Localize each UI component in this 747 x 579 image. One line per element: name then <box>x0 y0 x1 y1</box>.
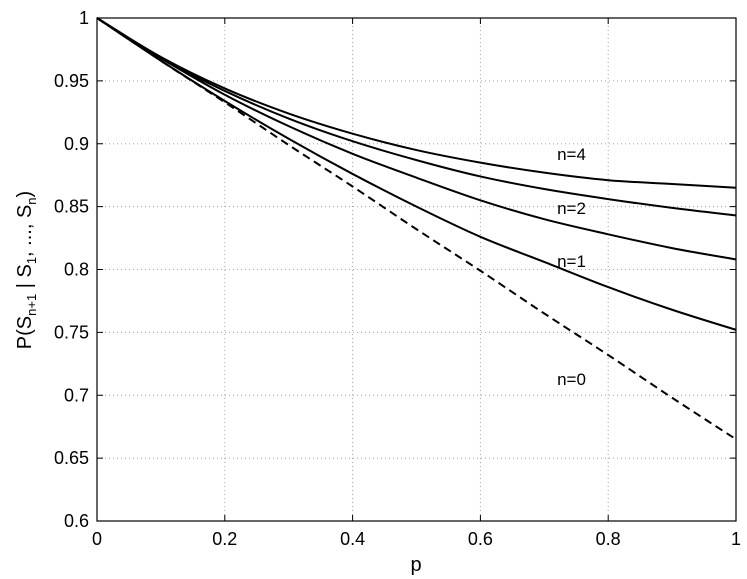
y-tick-label: 0.95 <box>54 71 89 91</box>
series-line-3 <box>96 17 737 261</box>
y-tick-label: 0.75 <box>54 322 89 342</box>
curve-annotation-1: n=4 <box>557 145 586 164</box>
x-tick-label: 0.8 <box>596 529 621 549</box>
curve-annotation-4: n=0 <box>557 370 586 389</box>
grid-layer <box>97 18 736 521</box>
y-tick-label: 0.9 <box>64 134 89 154</box>
curve-annotation-2: n=2 <box>557 199 586 218</box>
x-tick-label: 0 <box>92 529 102 549</box>
annotation-layer: n=4 n=2 n=1 n=0 <box>557 145 586 389</box>
y-label-mid2: , ..., S <box>14 205 36 257</box>
y-tick-label: 0.85 <box>54 197 89 217</box>
y-label-sub-1: 1 <box>24 257 39 264</box>
series-line-2 <box>96 17 737 331</box>
y-axis-label: P(Sn+1 | S1, ..., Sn) <box>14 191 39 349</box>
y-tick-label: 1 <box>79 8 89 28</box>
x-tick-label: 0.4 <box>340 529 365 549</box>
series-line-4 <box>96 17 737 217</box>
x-axis-label: p <box>410 554 421 576</box>
x-tick-label: 0.6 <box>468 529 493 549</box>
tick-layer: 0 0.2 0.4 0.6 0.8 1 0.6 0.65 0.7 0.75 0.8 0.85 0.9 0.… <box>54 8 741 549</box>
y-label-prefix: P(S <box>14 316 36 349</box>
y-tick-label: 0.6 <box>64 511 89 531</box>
y-label-sub-n-plus-1: n+1 <box>24 294 39 316</box>
y-label-suffix: ) <box>14 191 36 198</box>
y-tick-label: 0.8 <box>64 260 89 280</box>
x-tick-label: 0.2 <box>212 529 237 549</box>
series-line-5 <box>96 17 737 189</box>
curve-annotation-3: n=1 <box>557 252 586 271</box>
y-label-mid: | S <box>14 264 36 294</box>
series-layer <box>96 17 737 441</box>
y-label-sub-n: n <box>24 197 39 204</box>
y-tick-label: 0.7 <box>64 385 89 405</box>
y-tick-label: 0.65 <box>54 448 89 468</box>
x-tick-label: 1 <box>731 529 741 549</box>
